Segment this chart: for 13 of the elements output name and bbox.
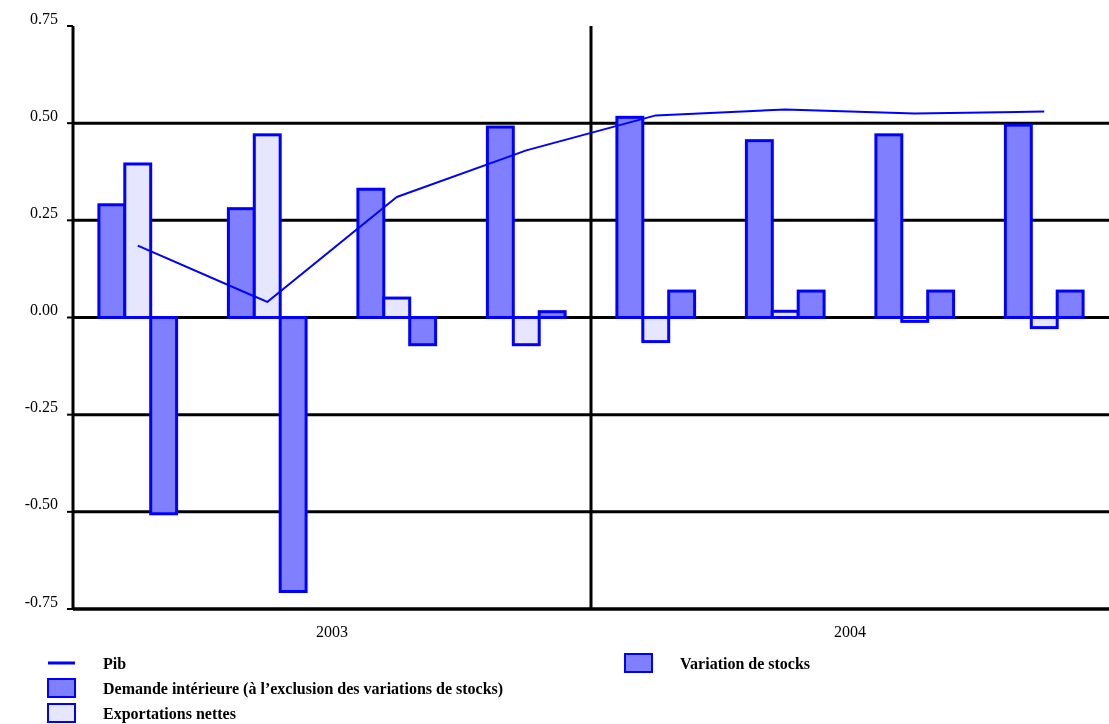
legend-label: Exportations nettes <box>103 705 236 723</box>
legend-label: Pib <box>103 655 127 672</box>
y-tick-label: 0.25 <box>30 203 58 221</box>
y-tick-label: -0.75 <box>24 592 58 610</box>
text: 2004 <box>834 623 866 640</box>
y-tick-label: 0.75 <box>30 9 58 27</box>
legend-label: Variation de stocks <box>680 655 811 672</box>
y-tick-label: -0.50 <box>24 495 58 513</box>
y-tick-label: -0.25 <box>24 398 58 416</box>
legend-label: Demande intérieure (à l’exclusion des variations de stocks) <box>103 680 504 698</box>
text: 2003 <box>316 623 348 640</box>
y-tick-label: 0.50 <box>30 106 58 124</box>
y-tick-label: 0.00 <box>30 301 58 319</box>
